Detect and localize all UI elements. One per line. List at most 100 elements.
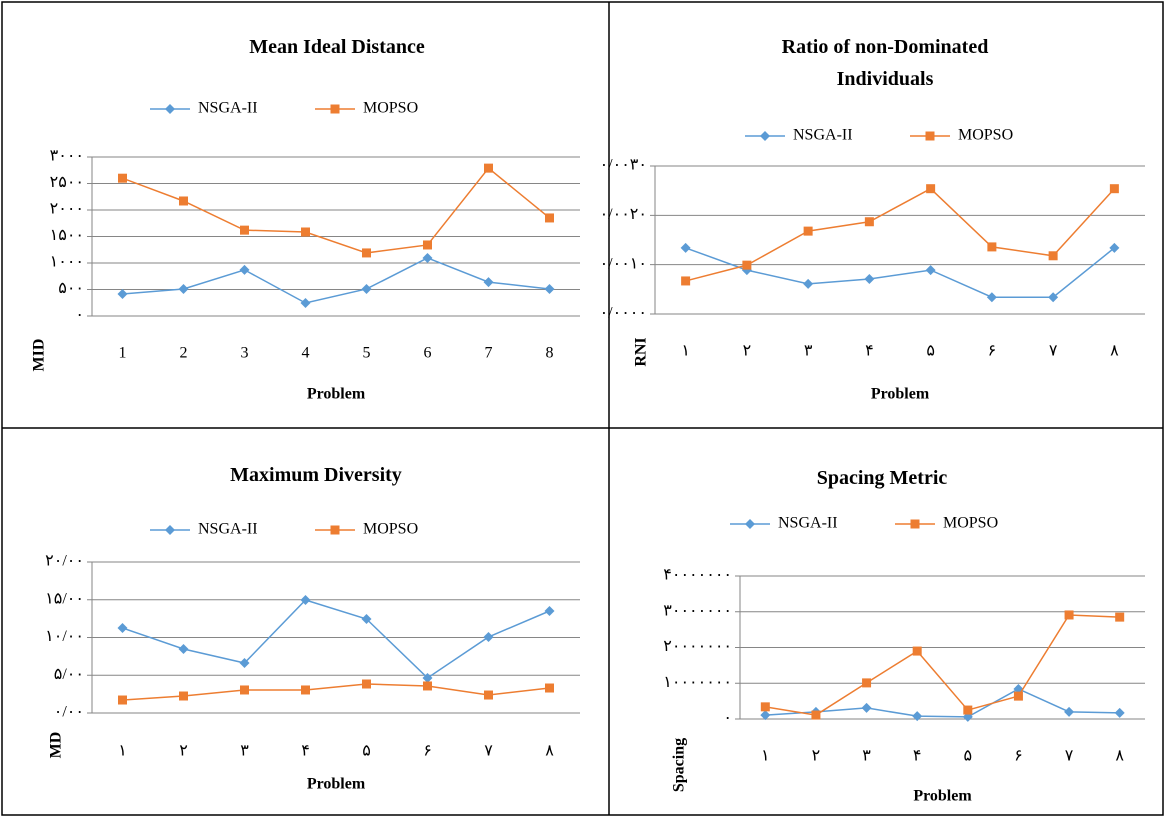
x-tick-label: 7 (485, 345, 493, 362)
x-tick-label: ۱ (681, 343, 690, 360)
marker (925, 265, 936, 276)
series-line (765, 614, 1120, 716)
marker (423, 240, 432, 250)
series-line (122, 599, 550, 679)
marker (1115, 612, 1125, 622)
x-tick-label: ۳ (862, 748, 871, 765)
x-tick-label: ۶ (988, 343, 997, 360)
marker (240, 225, 249, 235)
series-line (765, 688, 1120, 718)
legend-label: NSGA-II (198, 521, 258, 538)
y-tick-label: ۰/۰۰۱۰ (600, 255, 647, 272)
marker (544, 283, 555, 294)
marker (300, 594, 311, 605)
series-line (685, 187, 1115, 282)
y-tick-label: ۱۰۰۰۰۰۰۰ (663, 674, 732, 691)
y-tick-label: ۰ (723, 710, 732, 727)
y-tick-label: ۳۰۰۰ (50, 148, 84, 165)
marker (912, 646, 922, 656)
x-tick-label: 8 (546, 345, 554, 362)
marker (760, 131, 770, 141)
y-tick-label: ۴۰۰۰۰۰۰۰ (663, 567, 732, 584)
y-tick-label: ۵۰۰ (58, 280, 84, 297)
x-tick-label: ۷ (1049, 343, 1058, 360)
x-tick-label: 5 (363, 345, 371, 362)
x-tick-label: ۴ (865, 343, 874, 360)
marker (1109, 184, 1119, 194)
x-tick-label: ۵ (926, 343, 935, 360)
x-tick-label: ۱ (118, 743, 127, 760)
x-tick-label: ۵ (964, 748, 973, 765)
marker (680, 242, 691, 253)
series-line (122, 167, 550, 254)
x-tick-label: ۷ (1065, 748, 1074, 765)
y-tick-label: ۱۵/۰۰ (45, 590, 84, 607)
marker (179, 196, 188, 206)
marker (986, 292, 997, 303)
marker (117, 289, 128, 300)
marker (803, 278, 814, 289)
y-tick-label: ۰/۰۰۲۰ (600, 206, 647, 223)
marker (423, 681, 432, 691)
x-axis-label: Problem (871, 386, 930, 403)
marker (361, 283, 372, 294)
marker (362, 679, 371, 689)
marker (330, 104, 340, 114)
x-axis-label: Problem (307, 776, 366, 793)
marker (179, 691, 188, 701)
y-tick-label: ۱۰۰۰ (50, 254, 84, 271)
marker (178, 643, 189, 654)
marker (1114, 707, 1125, 718)
marker (422, 672, 433, 683)
chart-title: Maximum Diversity (230, 464, 402, 486)
y-tick-label: ۱۵۰۰ (50, 227, 84, 244)
y-axis-label: Spacing (671, 738, 688, 792)
marker (681, 276, 691, 286)
x-tick-label: ۲ (179, 743, 188, 760)
x-tick-label: ۵ (362, 743, 371, 760)
marker (362, 248, 371, 258)
marker (987, 242, 997, 252)
x-tick-label: 2 (180, 345, 188, 362)
marker (745, 519, 755, 529)
x-tick-label: 1 (119, 345, 127, 362)
marker (544, 605, 555, 616)
marker (1013, 691, 1023, 701)
x-tick-label: ۸ (1110, 343, 1119, 360)
marker (165, 104, 175, 114)
marker (864, 273, 875, 284)
x-tick-label: 4 (302, 345, 310, 362)
marker (1048, 292, 1059, 303)
marker (118, 173, 127, 183)
legend-label: MOPSO (363, 521, 418, 538)
marker (165, 525, 175, 535)
marker (963, 705, 973, 715)
x-tick-label: ۳ (240, 743, 249, 760)
marker (925, 131, 935, 141)
marker (811, 710, 821, 720)
marker (760, 702, 770, 712)
x-tick-label: 6 (424, 345, 432, 362)
y-tick-label: ۲۰/۰۰ (45, 553, 84, 570)
marker (1109, 242, 1120, 253)
x-tick-label: ۶ (1014, 748, 1023, 765)
y-tick-label: ۳۰۰۰۰۰۰۰ (663, 602, 732, 619)
marker (1064, 610, 1074, 620)
x-axis-label: Problem (307, 386, 366, 403)
x-tick-label: ۲ (812, 748, 821, 765)
marker (483, 631, 494, 642)
x-tick-label: ۷ (484, 743, 493, 760)
x-tick-label: ۴ (301, 743, 310, 760)
marker (912, 711, 923, 722)
marker (117, 622, 128, 633)
series-line (122, 257, 550, 304)
legend-label: MOPSO (943, 515, 998, 532)
marker (118, 695, 127, 705)
marker (484, 690, 493, 700)
legend-label: NSGA-II (198, 100, 258, 117)
marker (300, 298, 311, 309)
marker (862, 678, 872, 688)
x-axis-label: Problem (913, 788, 972, 805)
